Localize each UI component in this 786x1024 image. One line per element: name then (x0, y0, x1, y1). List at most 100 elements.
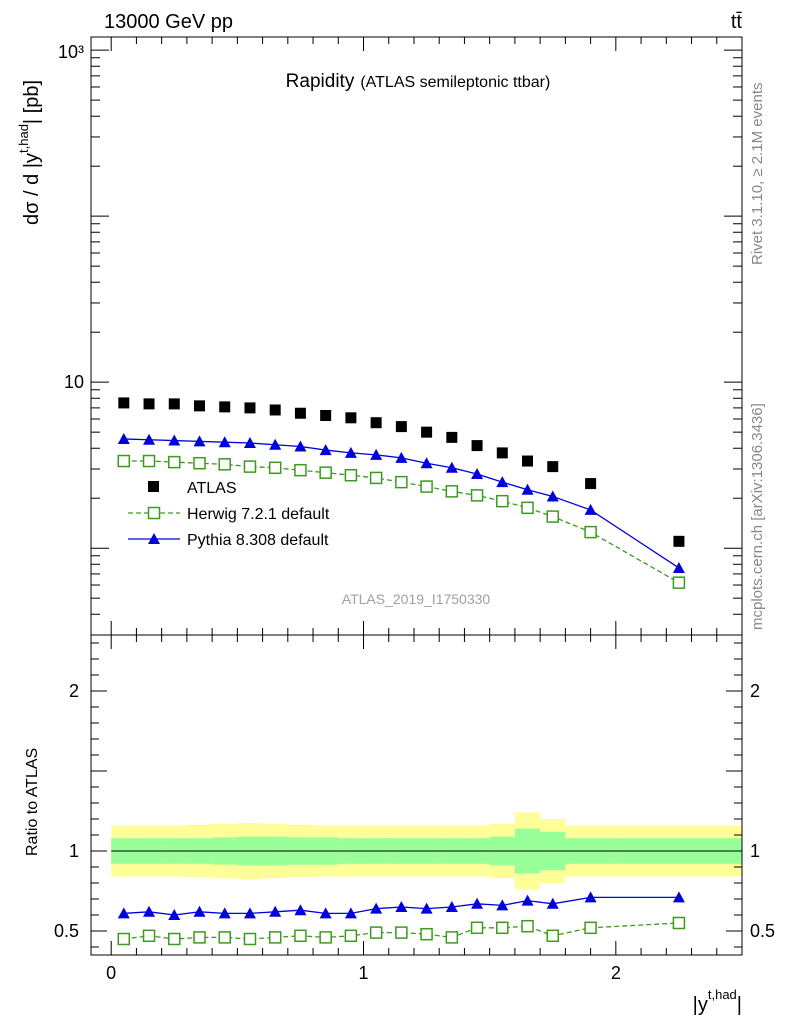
legend-marker-atlas (148, 481, 159, 492)
ratio-herwig-point (344, 929, 358, 943)
herwig-point (193, 456, 206, 470)
herwig-point (319, 466, 332, 479)
ratio-herwig-point (395, 926, 408, 939)
atlas-point (370, 417, 382, 429)
pythia-point (496, 476, 509, 488)
x-tick-label: 0 (106, 963, 116, 983)
ratio-pythia-point (319, 907, 332, 919)
ratio-pythia-point (521, 894, 534, 906)
y-axis-label-tail: | [pb] (21, 80, 43, 124)
ratio-pythia-point (546, 897, 559, 909)
ratio-pythia-point (269, 905, 282, 917)
herwig-point (672, 576, 686, 589)
y-tick-label: 10 (64, 372, 84, 392)
legend-label-herwig: Herwig 7.2.1 default (187, 506, 330, 523)
atlas-point (294, 407, 306, 419)
ratio-pythia-point (471, 897, 484, 909)
herwig-point (521, 501, 534, 515)
chart-subtitle: (ATLAS semileptonic ttbar) (360, 74, 550, 91)
herwig-point (344, 469, 358, 482)
atlas-point (446, 431, 458, 443)
legend-label-pythia: Pythia 8.308 default (187, 532, 329, 549)
ratio-y-tick-label-right: 0.5 (750, 921, 775, 941)
atlas-point (471, 440, 483, 452)
pythia-point (370, 448, 383, 460)
y-tick-label: 10³ (58, 42, 84, 62)
atlas-point (345, 412, 357, 424)
pythia-line (123, 438, 680, 569)
ratio-y-axis-label: Ratio to ATLAS (24, 748, 41, 856)
herwig-point (584, 525, 597, 539)
x-tick-label: 1 (359, 963, 369, 983)
pythia-point (546, 490, 559, 502)
x-tick-label: 2 (611, 963, 621, 983)
pythia-point (243, 437, 256, 449)
ratio-pythia-point (193, 905, 206, 917)
pythia-point (218, 436, 231, 448)
ratio-pythia-point (584, 891, 597, 903)
ratio-herwig-point (319, 931, 332, 944)
ratio-herwig-point (218, 931, 231, 944)
y-axis-label: dσ / d |yt,had| [pb] (16, 80, 43, 225)
herwig-point (395, 475, 408, 489)
atlas-point (421, 426, 433, 438)
atlas-point (320, 409, 332, 421)
ratio-pythia-point (445, 901, 458, 912)
ratio-pythia-point (395, 901, 408, 912)
pythia-point (584, 503, 597, 515)
ratio-pythia-line (123, 896, 679, 916)
herwig-point (496, 494, 509, 508)
herwig-point (142, 454, 156, 468)
herwig-point (369, 471, 383, 485)
x-axis-label-tail: | (737, 994, 742, 1016)
ratio-herwig-point (369, 926, 383, 939)
ratio-herwig-point (168, 932, 181, 946)
herwig-point (168, 455, 181, 469)
ratio-y-tick-label: 2 (69, 681, 79, 701)
pythia-point (672, 561, 685, 573)
ratio-herwig-point (672, 916, 686, 930)
atlas-point (269, 404, 281, 416)
chart-title-main: Rapidity (286, 71, 355, 92)
legend: ATLAS Herwig 7.2.1 default Pythia 8.308 … (128, 480, 330, 549)
ratio-pythia-point (370, 902, 383, 914)
pythia-point (294, 440, 307, 452)
herwig-point (546, 510, 560, 523)
y-axis-label-main: dσ / d |y (21, 153, 43, 225)
ratio-y-tick-label-right: 2 (750, 681, 760, 701)
ratio-y-tick-label: 1 (69, 841, 79, 861)
ratio-pythia-point (420, 902, 433, 914)
ratio-herwig-point (142, 929, 156, 943)
pythia-point (471, 467, 484, 479)
herwig-point (420, 480, 433, 493)
herwig-point (243, 460, 257, 473)
ratio-pythia-point (294, 904, 307, 916)
pythia-point (445, 461, 458, 473)
legend-marker-herwig (147, 506, 161, 520)
ratio-pythia-point (117, 907, 130, 919)
ratio-pythia-point (496, 899, 509, 911)
herwig-point (294, 463, 307, 477)
atlas-point (143, 398, 155, 410)
rivet-label: Rivet 3.1.10, ≥ 2.1M events (749, 83, 766, 266)
atlas-point (395, 421, 407, 433)
pythia-point (344, 446, 357, 458)
ratio-pythia-point (218, 907, 231, 919)
ratio-herwig-point (420, 927, 433, 941)
y-axis-label-sup: t,had (16, 124, 31, 153)
ratio-y-tick-label: 0.5 (54, 921, 79, 941)
atlas-point (496, 447, 508, 459)
ratio-pythia-point (672, 891, 685, 903)
pythia-point (420, 457, 433, 469)
herwig-point (445, 485, 459, 498)
x-axis-label-main: |y (693, 994, 708, 1016)
pythia-point (521, 483, 534, 495)
legend-marker-pythia (148, 533, 160, 544)
ratio-frame (90, 634, 743, 956)
energy-label: 13000 GeV pp (104, 11, 233, 33)
atlas-point (522, 455, 534, 467)
ratio-herwig-point (546, 929, 560, 943)
ratio-pythia-point (344, 907, 357, 919)
herwig-point (268, 461, 282, 475)
